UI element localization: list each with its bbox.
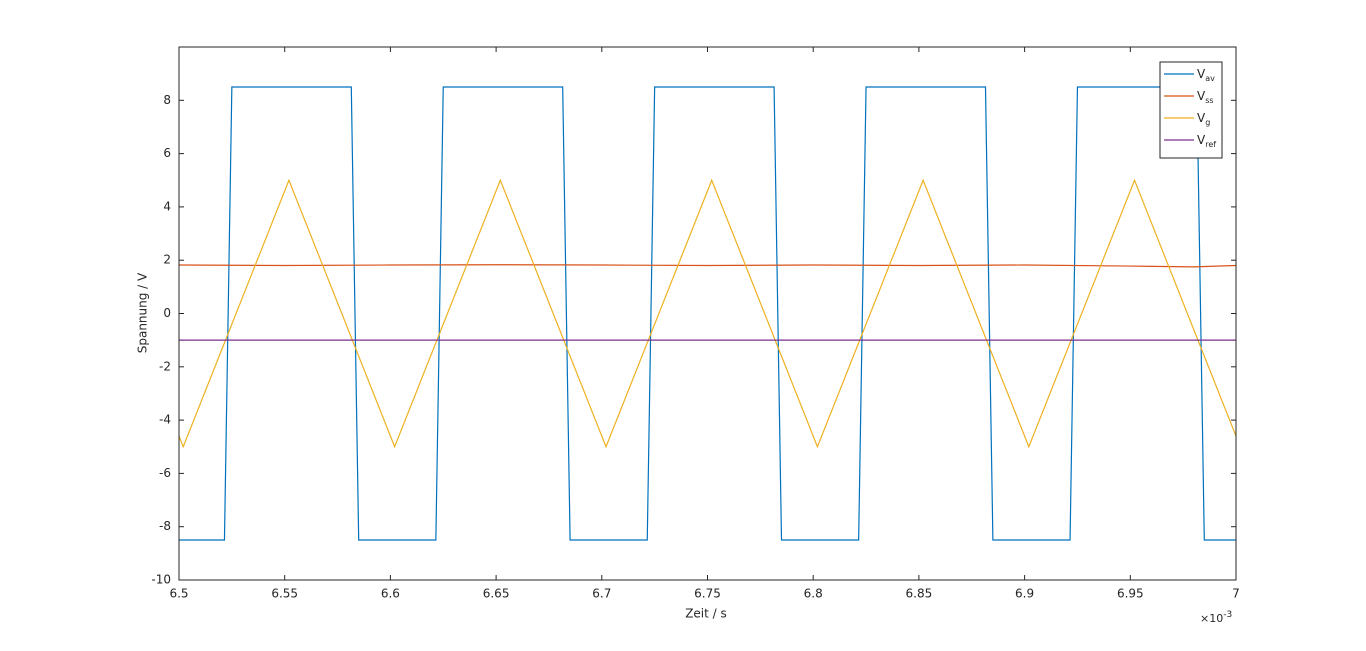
legend-label-name: V [1197,111,1206,125]
y-tick-label: -2 [159,359,171,373]
series-line [178,178,1237,449]
legend-label-subscript: g [1205,118,1210,127]
legend-label-name: V [1197,133,1206,147]
x-tick-label: 6.55 [271,587,298,601]
legend-label: Vref [1197,133,1216,149]
x-tick-label: 7 [1232,587,1240,601]
x-tick-label: 6.65 [483,587,510,601]
legend-label-name: V [1197,89,1206,103]
y-tick-label: 8 [163,93,171,107]
x-tick-label: 6.85 [906,587,933,601]
legend-label-subscript: ref [1205,140,1216,149]
x-axis-label: Zeit / s [685,607,727,621]
x-tick-label: 6.9 [1015,587,1034,601]
legend-label: Vg [1197,111,1210,127]
y-tick-label: -10 [151,573,171,587]
y-tick-label: 2 [163,253,171,267]
legend-label: Vav [1197,67,1215,83]
series-line [178,264,1237,268]
legend-label-subscript: av [1205,74,1215,83]
y-tick-label: 4 [163,199,171,213]
plot-area [179,47,1236,580]
legend-label-name: V [1197,67,1206,81]
x-tick-label: 6.95 [1117,587,1144,601]
exponent-base: ×10 [1200,612,1223,625]
legend-box [1159,61,1223,159]
y-tick-label: -8 [159,519,171,533]
y-tick-label: 6 [163,146,171,160]
x-exponent-label: ×10-3 [1200,610,1232,626]
legend-label-subscript: ss [1205,96,1213,105]
x-tick-label: 6.5 [169,587,188,601]
x-tick-label: 6.6 [381,587,400,601]
exponent-power: -3 [1223,610,1232,620]
x-tick-label: 6.75 [694,587,721,601]
y-tick-label: 0 [163,306,171,320]
y-tick-label: -4 [159,413,171,427]
y-axis-label: Spannung / V [136,272,150,353]
x-tick-label: 6.7 [592,587,611,601]
series-line [179,86,1236,541]
legend-label: Vss [1197,89,1214,105]
y-tick-label: -6 [159,466,171,480]
x-tick-label: 6.8 [804,587,823,601]
